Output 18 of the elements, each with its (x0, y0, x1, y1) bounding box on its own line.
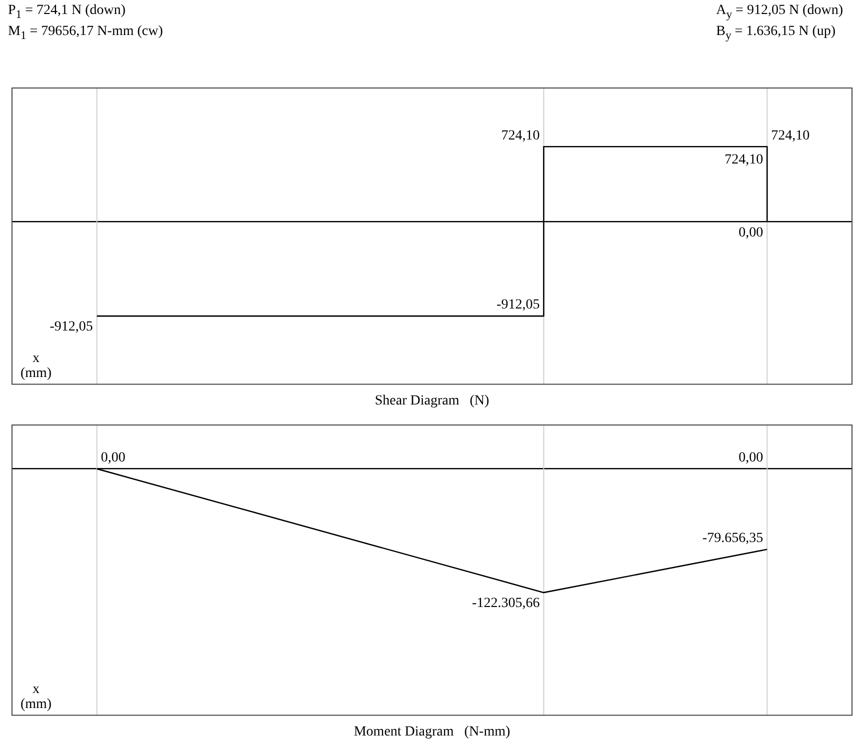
data-label: 724,10 (501, 128, 540, 144)
text: Moment Diagram (N-mm) (354, 724, 510, 740)
x-axis-title: x (mm) (20, 682, 52, 712)
text: M$_{1}$ = 79656,17 N-mm (cw) (8, 22, 164, 44)
annotation: -912,05 (496, 298, 540, 313)
data-label: 0,00 (738, 225, 764, 240)
text: A$_{y}$ = 912,05 N (down) (716, 2, 843, 23)
text: B$_{y}$ = 1.636,15 N (up) (716, 22, 837, 44)
data-label: -912,05 (50, 320, 93, 335)
annotation: 0,00 (738, 450, 764, 466)
text: P$_{1}$ = 724,1 N (down) (8, 2, 127, 23)
data-label: -79.656,35 (702, 531, 764, 546)
text: Shear Diagram (N) (374, 393, 490, 408)
data-label: -122.305,66 (472, 596, 540, 612)
annotation: 724,10 (724, 152, 764, 168)
x-axis-title: x (mm) (20, 350, 52, 381)
annotation: 724,10 (771, 128, 810, 144)
data-label: 0,00 (100, 450, 126, 466)
